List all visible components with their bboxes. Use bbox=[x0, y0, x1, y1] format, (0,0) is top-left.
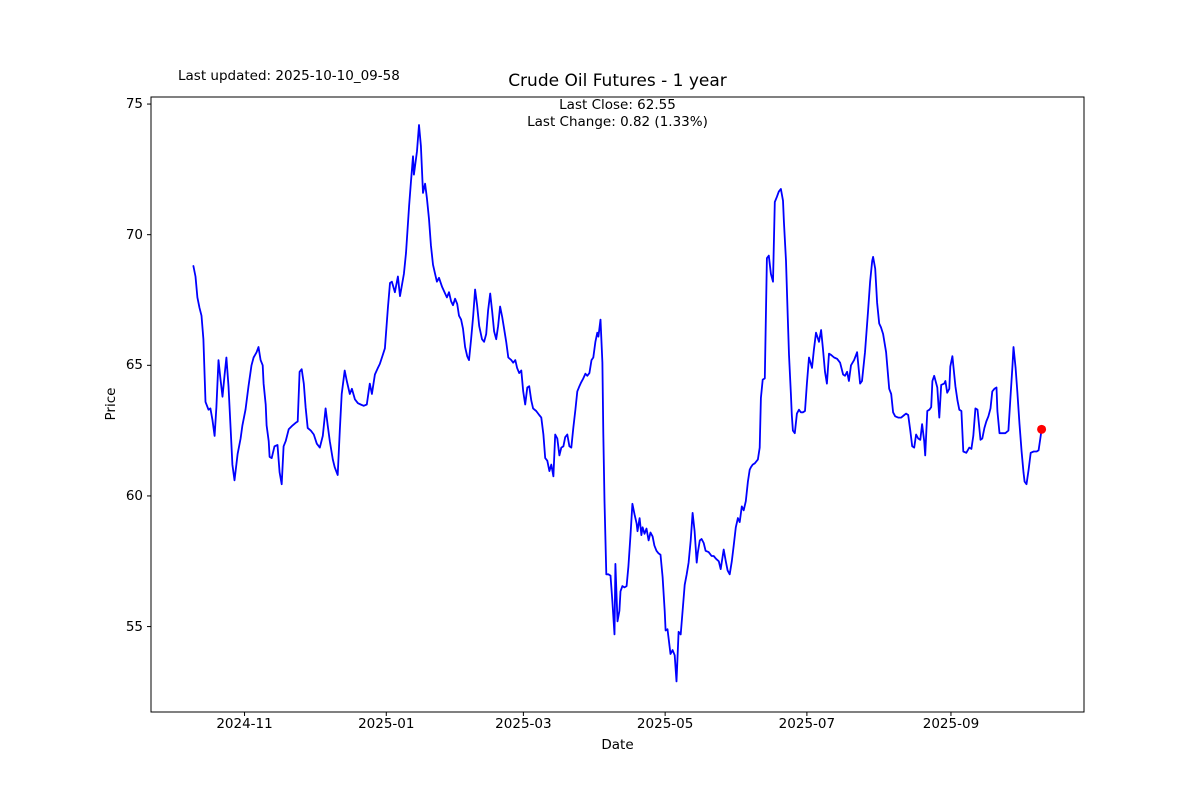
last-updated-annotation: Last updated: 2025-10-10_09-58 bbox=[178, 68, 400, 84]
axes-frame bbox=[150, 96, 1085, 713]
x-tick-label: 2025-05 bbox=[636, 716, 694, 732]
price-line bbox=[192, 124, 1043, 683]
last-close-marker bbox=[1037, 424, 1047, 434]
y-tick-label: 75 bbox=[125, 96, 143, 113]
y-tick-label: 70 bbox=[125, 226, 143, 243]
x-tick-label: 2025-07 bbox=[778, 716, 836, 732]
x-axis-label: Date bbox=[601, 737, 634, 753]
chart-title: Crude Oil Futures - 1 year bbox=[508, 71, 727, 91]
x-tick-label: 2024-11 bbox=[216, 716, 273, 732]
y-tick-label: 65 bbox=[125, 357, 143, 374]
x-tick-label: 2025-03 bbox=[495, 716, 552, 732]
y-tick-label: 60 bbox=[125, 487, 143, 504]
x-tick-label: 2025-01 bbox=[358, 716, 415, 732]
y-tick-label: 55 bbox=[125, 618, 143, 635]
last-close-annotation: Last Close: 62.55 Last Change: 0.82 (1.3… bbox=[527, 97, 708, 130]
x-tick-label: 2025-09 bbox=[922, 716, 980, 732]
